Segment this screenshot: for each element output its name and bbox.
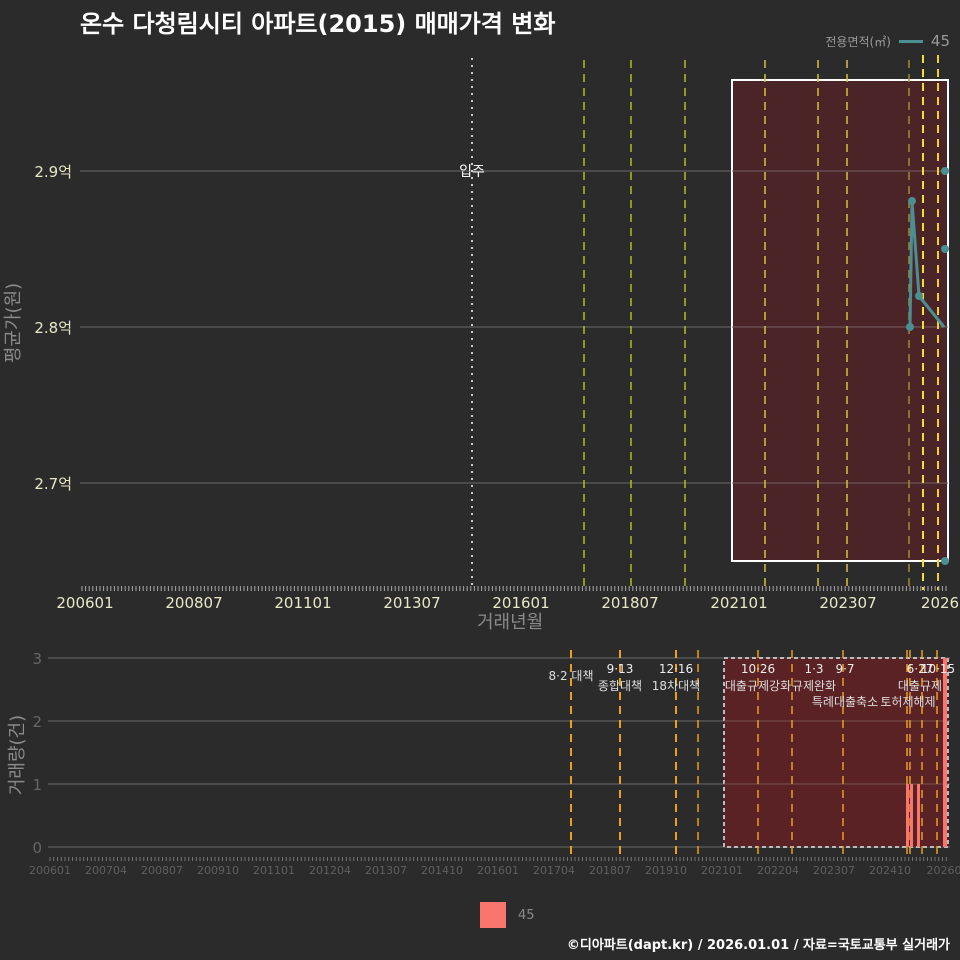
price-x-tick: 201807 xyxy=(601,594,658,612)
price-x-tick: 202307 xyxy=(819,594,876,612)
volume-legend: 45 xyxy=(480,902,535,928)
price-x-tick: 201601 xyxy=(492,594,549,612)
volume-x-tick: 201204 xyxy=(309,864,351,877)
volume-x-tick: 201601 xyxy=(477,864,519,877)
volume-y-tick: 2 xyxy=(32,713,42,731)
legend-title: 전용면적(㎡) xyxy=(825,34,891,49)
source-footer: ©디아파트(dapt.kr) / 2026.01.01 / 자료=국토교통부 실… xyxy=(566,938,950,953)
policy-event-label: 8·2 대책 xyxy=(549,668,594,683)
volume-y-tick: 0 xyxy=(32,839,42,857)
volume-x-tick: 202307 xyxy=(813,864,855,877)
price-y-tick: 2.7억 xyxy=(34,475,72,493)
volume-x-tick: 201101 xyxy=(253,864,295,877)
policy-event-date: 9·7 xyxy=(835,662,854,676)
policy-event-label: 규제완화 xyxy=(792,679,836,693)
price-x-tick: 202101 xyxy=(710,594,767,612)
volume-x-tick: 20260 xyxy=(927,864,960,877)
policy-event-label: 18차대책 xyxy=(652,678,700,693)
volume-x-tick: 202101 xyxy=(701,864,743,877)
volume-x-tick: 200704 xyxy=(85,864,127,877)
move-in-label: 입주 xyxy=(459,164,485,180)
policy-event-date: 9·13 xyxy=(607,662,634,676)
volume-x-tick: 201704 xyxy=(533,864,575,877)
price-x-tick: 201307 xyxy=(383,594,440,612)
price-line xyxy=(908,200,946,328)
price-y-tick: 2.8억 xyxy=(34,319,72,337)
price-panel xyxy=(80,55,950,591)
price-x-tick: 200807 xyxy=(165,594,222,612)
volume-y-axis-title: 거래량(건) xyxy=(7,714,29,796)
legend-area: 전용면적(㎡) 45 xyxy=(825,32,950,50)
policy-event-date: 10·26 xyxy=(741,662,775,676)
price-points xyxy=(906,167,949,565)
volume-x-tick: 200910 xyxy=(197,864,239,877)
policy-event-label: 대출규제강화 xyxy=(725,679,791,693)
legend-bar-value: 45 xyxy=(518,907,535,923)
legend-line-swatch xyxy=(898,39,923,43)
price-y-axis-title: 평균가(원) xyxy=(3,282,25,364)
price-y-tick: 2.9억 xyxy=(34,163,72,181)
policy-event-date: 1·3 xyxy=(804,662,823,676)
volume-x-tick: 201307 xyxy=(365,864,407,877)
policy-event-label: 대출규제 xyxy=(898,679,942,693)
policy-event-date: 6·27 xyxy=(907,662,934,676)
price-x-tick: 200601 xyxy=(56,594,113,612)
volume-bars xyxy=(906,658,947,847)
legend-bar-swatch xyxy=(480,902,506,928)
policy-event-date: 10·15 xyxy=(921,662,955,676)
volume-x-tick: 201410 xyxy=(421,864,463,877)
highlight-box xyxy=(731,79,949,562)
volume-x-tick: 201807 xyxy=(589,864,631,877)
volume-y-tick: 3 xyxy=(32,650,42,668)
volume-x-tick: 202204 xyxy=(757,864,799,877)
policy-event-label: 종합대책 xyxy=(598,678,642,693)
legend-value: 45 xyxy=(930,32,950,50)
volume-x-tick: 200807 xyxy=(141,864,183,877)
volume-panel xyxy=(48,650,950,861)
volume-x-tick: 200601 xyxy=(29,864,71,877)
volume-y-tick: 1 xyxy=(32,776,42,794)
price-x-axis-title: 거래년월 xyxy=(477,612,544,633)
volume-x-tick: 202410 xyxy=(869,864,911,877)
price-x-tick: 201101 xyxy=(274,594,331,612)
policy-event-date: 12·16 xyxy=(659,662,693,676)
volume-x-tick: 201910 xyxy=(645,864,687,877)
price-x-tick: 2026 xyxy=(921,594,959,612)
policy-event-label: 토허제해제 xyxy=(880,695,935,709)
chart-title: 온수 다청림시티 아파트(2015) 매매가격 변화 xyxy=(80,10,556,38)
policy-event-label: 특례대출축소 xyxy=(812,695,878,709)
